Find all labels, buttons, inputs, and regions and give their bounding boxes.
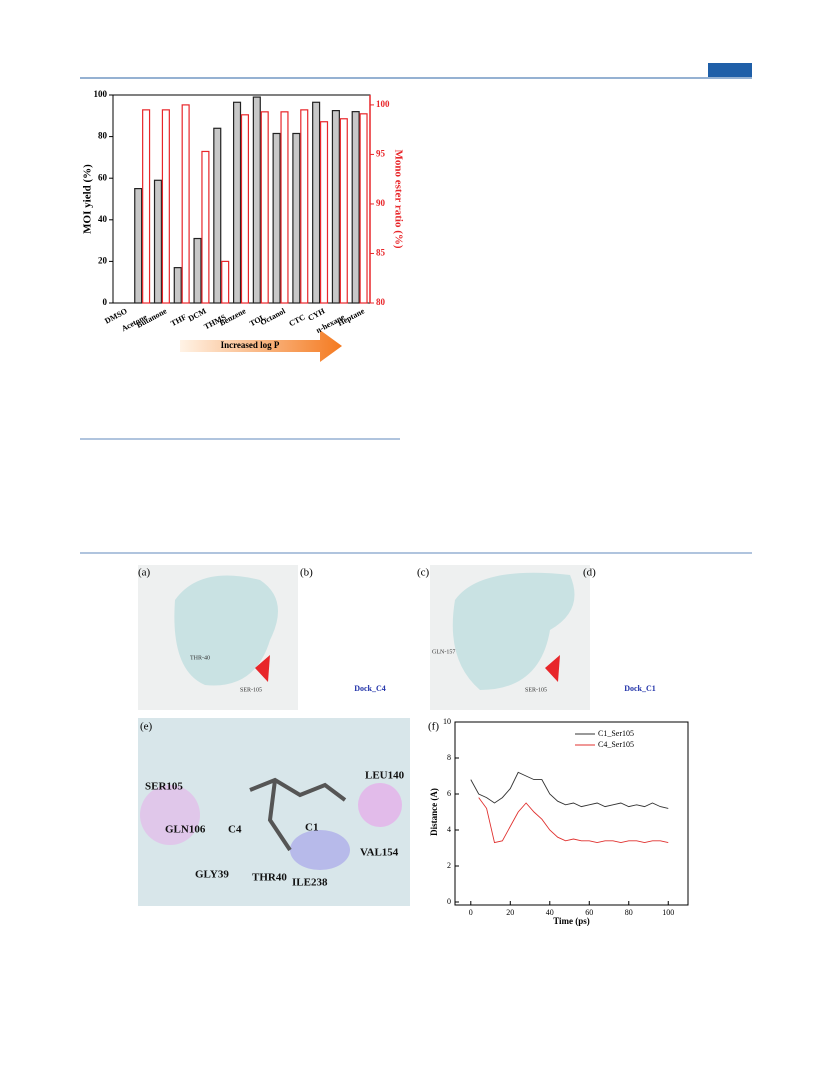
bar [260,111,269,304]
y2-axis-label: Mono ester ratio (%) [392,149,404,248]
y2-tick-label: 80 [376,297,386,307]
y-tick-label: 0 [447,897,451,906]
bar [221,260,230,304]
bar [181,104,190,304]
panel-label: (f) [428,721,439,733]
bar [319,121,329,304]
bar [173,267,182,304]
y2-tick-label: 85 [376,248,386,258]
bar [240,114,250,304]
legend-label: C4_Ser105 [598,740,634,749]
bar [339,118,348,304]
x-tick-label: Heptane [336,306,366,328]
panel-caption: Dock_C1 [624,684,656,693]
logp-arrow [180,330,342,362]
bar [252,96,261,304]
y-tick-label: 2 [447,861,451,870]
y-tick-label: 20 [98,255,108,265]
panel-label: (a) [138,567,151,579]
bar [272,132,281,304]
annotation: LEU140 [365,770,405,782]
y-axis-label: Distance (A) [429,788,439,836]
annotation: SER105 [145,781,183,793]
y-tick-label: 10 [443,717,451,726]
x-tick-label: CTC [287,312,306,328]
x-tick-label: 40 [546,908,554,917]
header-badge [708,63,752,77]
x-tick-label: 80 [625,908,633,917]
bar [134,188,143,304]
bar [351,111,360,304]
y-tick-label: 0 [103,297,108,307]
surface [358,783,402,827]
arrow [545,655,560,682]
arrow [255,655,270,682]
bar [201,150,210,304]
annotation: GLN106 [165,824,206,836]
annotation: Increased log P [221,340,280,350]
annotation: SER-105 [525,687,547,693]
x-tick-label: DCM [187,306,208,323]
annotation: THR-40 [190,655,210,661]
y-tick-label: 80 [98,131,108,141]
x-tick-label: THF [169,312,188,328]
y-tick-label: 4 [447,825,451,834]
panel-caption: Dock_C4 [354,684,386,693]
bar [161,109,170,304]
panel-label: (b) [300,567,313,579]
bar [331,109,340,304]
bar [213,127,222,304]
bar [153,179,163,304]
y-tick-label: 40 [98,214,108,224]
annotation: C4 [228,824,242,836]
annotation: VAL154 [360,847,399,859]
line [470,771,669,809]
bar [280,111,289,304]
legend-label: C1_Ser105 [598,729,634,738]
y-axis-label: MOI yield (%) [82,164,94,234]
bar [193,237,202,304]
panel-label: (e) [140,721,153,733]
annotation: C1 [305,822,318,834]
x-tick-label: 0 [469,908,473,917]
bar [359,113,368,304]
panel-label: (d) [583,567,596,579]
surface [174,575,278,686]
annotation: GLY39 [195,869,229,881]
surface [452,572,575,690]
y-tick-label: 100 [94,89,108,99]
annotation: GLN-157 [432,649,455,655]
y-tick-label: 60 [98,172,108,182]
bar [232,101,242,304]
bar [300,109,309,304]
x-tick-label: Benzene [218,306,248,328]
bar [312,101,321,304]
x-tick-label: 60 [585,908,593,917]
surface [140,785,200,845]
x-axis-label: Time (ps) [553,916,590,926]
annotation: ILE238 [292,877,328,889]
annotation: THR40 [252,872,287,884]
x-tick-label: 100 [662,908,674,917]
x-tick-label: Octanol [259,306,288,327]
y2-tick-label: 100 [376,99,390,109]
bar [292,132,301,304]
surface [290,830,350,870]
plot-frame [454,721,689,906]
line [478,797,669,844]
annotation: SER-105 [240,687,262,693]
y2-tick-label: 90 [376,198,386,208]
y-tick-label: 6 [447,789,451,798]
x-tick-label: CYH [306,306,327,323]
x-tick-label: 20 [506,908,514,917]
y2-tick-label: 95 [376,148,386,158]
y-tick-label: 8 [447,753,451,762]
panel-label: (c) [417,567,430,579]
ligand [249,777,347,852]
bar [142,109,151,304]
